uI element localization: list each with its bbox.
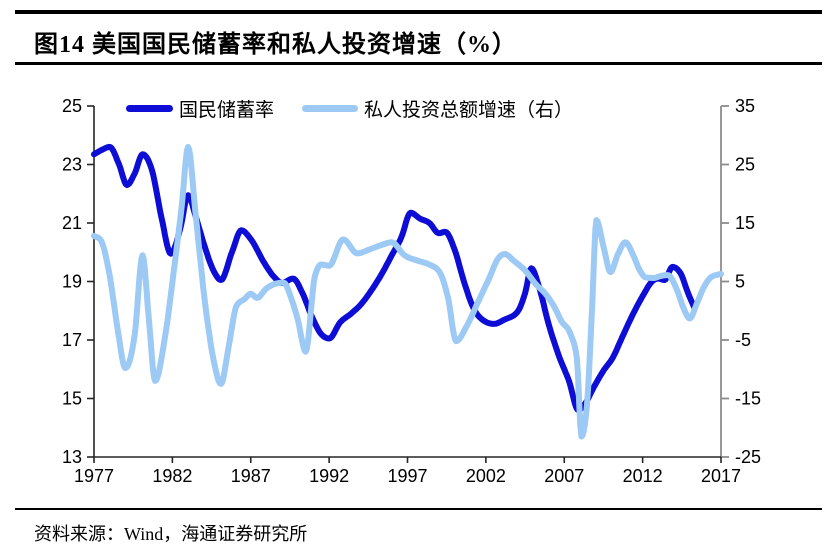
- legend-item-investment: 私人投资总额增速（右）: [302, 95, 573, 122]
- y-right-tick-label--15: -15: [735, 389, 761, 409]
- legend-label-savings: 国民储蓄率: [179, 100, 275, 121]
- y-right-tick-label-35: 35: [735, 96, 755, 116]
- y-left-tick-label-25: 25: [62, 96, 82, 116]
- x-tick-label-1982: 1982: [152, 466, 192, 486]
- x-tick-label-1987: 1987: [231, 466, 271, 486]
- y-left-tick-label-15: 15: [62, 389, 82, 409]
- legend-item-savings: 国民储蓄率: [126, 95, 274, 122]
- legend-label-investment: 私人投资总额增速（右）: [364, 100, 574, 121]
- x-tick-label-2002: 2002: [466, 466, 506, 486]
- y-right-tick-label--5: -5: [735, 330, 751, 350]
- y-right-tick-label-25: 25: [735, 155, 755, 175]
- legend-swatch-savings-line: [126, 105, 173, 112]
- x-tick-label-2012: 2012: [623, 466, 663, 486]
- title-underline-rule: [15, 62, 822, 65]
- y-left-tick-label-13: 13: [62, 447, 82, 467]
- chart-legend: 国民储蓄率 私人投资总额增速（右）: [126, 95, 573, 122]
- figure-title: 图14 美国国民储蓄率和私人投资增速（%）: [34, 32, 517, 58]
- series-investment-line: [91, 143, 724, 440]
- x-tick-label-1992: 1992: [309, 466, 349, 486]
- source-note: 资料来源：Wind，海通证券研究所: [34, 524, 308, 544]
- y-left-tick-label-23: 23: [62, 155, 82, 175]
- top-border-rule: [15, 10, 822, 14]
- x-tick-label-2017: 2017: [701, 466, 741, 486]
- source-divider-rule: [15, 508, 822, 510]
- y-right-tick-label-15: 15: [735, 213, 755, 233]
- x-tick-label-1997: 1997: [387, 466, 427, 486]
- y-left-tick-label-17: 17: [62, 330, 82, 350]
- x-tick-label-2007: 2007: [544, 466, 584, 486]
- x-tick-label-1977: 1977: [74, 466, 114, 486]
- y-right-tick-label--25: -25: [735, 447, 761, 467]
- legend-swatch-investment-line: [302, 105, 359, 112]
- y-left-tick-label-19: 19: [62, 272, 82, 292]
- y-left-tick-label-21: 21: [62, 213, 82, 233]
- y-right-tick-label-5: 5: [735, 272, 745, 292]
